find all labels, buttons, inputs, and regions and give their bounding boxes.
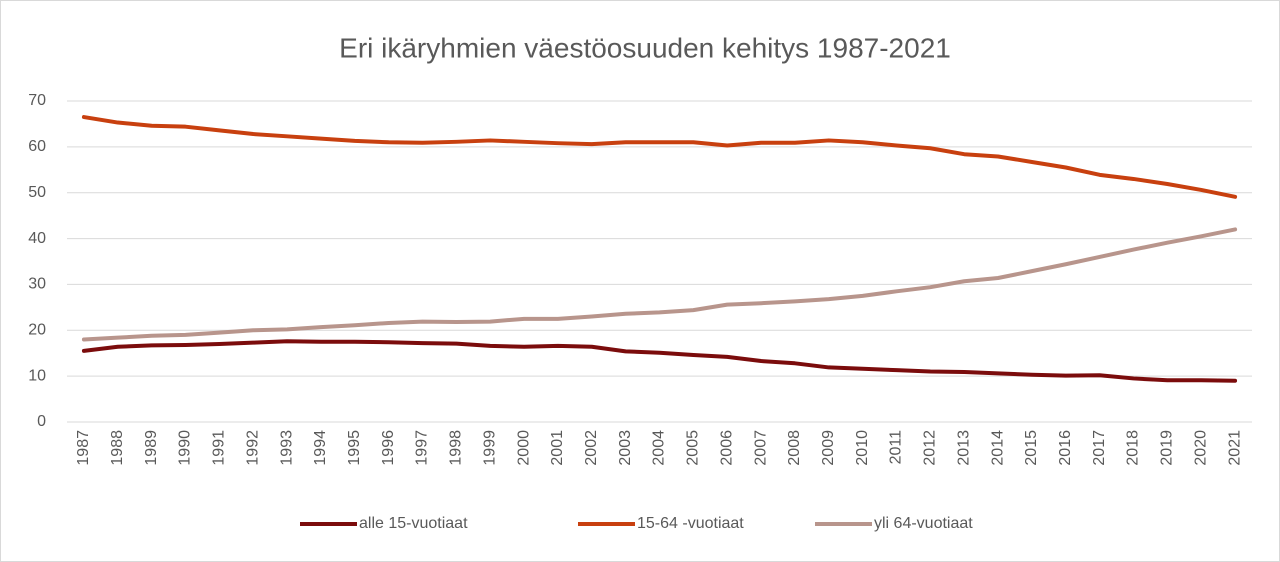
x-tick-label: 2006 — [718, 430, 735, 466]
x-tick-label: 2009 — [820, 430, 837, 466]
x-tick-label: 2011 — [888, 430, 905, 465]
x-tick-label: 1997 — [414, 430, 431, 466]
x-tick-label: 1992 — [244, 430, 261, 466]
x-tick-label: 1995 — [346, 430, 363, 466]
y-tick-label: 0 — [37, 413, 46, 430]
x-tick-label: 2013 — [955, 430, 972, 466]
x-tick-label: 2014 — [989, 430, 1006, 466]
line-series — [81, 339, 1238, 383]
y-tick-label: 70 — [28, 92, 46, 109]
x-tick-label: 2018 — [1125, 430, 1142, 466]
y-tick-label: 30 — [28, 276, 46, 293]
x-tick-label: 2016 — [1057, 430, 1074, 466]
x-tick-label: 2019 — [1159, 430, 1176, 466]
x-tick-label: 1993 — [278, 430, 295, 466]
x-tick-label: 2017 — [1091, 430, 1108, 466]
x-tick-label: 1989 — [143, 430, 160, 466]
x-tick-label: 2020 — [1192, 430, 1209, 466]
x-tick-label: 2021 — [1226, 430, 1243, 466]
x-tick-label: 2015 — [1023, 430, 1040, 466]
x-tick-label: 1991 — [211, 430, 228, 466]
x-tick-label: 1996 — [380, 430, 397, 466]
x-tick-label: 2004 — [651, 430, 668, 466]
x-tick-label: 2008 — [786, 430, 803, 466]
legend-label: 15-64 -vuotiaat — [637, 515, 744, 532]
x-tick-label: 2002 — [583, 430, 600, 466]
x-tick-label: 2010 — [854, 430, 871, 466]
x-tick-label: 1999 — [481, 430, 498, 466]
line-series — [81, 115, 1238, 199]
legend-label: yli 64-vuotiaat — [874, 515, 973, 532]
y-tick-label: 60 — [28, 138, 46, 155]
y-tick-label: 20 — [28, 322, 46, 339]
y-tick-label: 50 — [28, 184, 46, 201]
y-tick-label: 40 — [28, 230, 46, 247]
line-series — [81, 227, 1238, 342]
x-tick-label: 2000 — [515, 430, 532, 466]
x-tick-label: 2003 — [617, 430, 634, 466]
chart-title: Eri ikäryhmien väestöosuuden kehitys 198… — [339, 32, 951, 63]
x-tick-label: 1987 — [75, 430, 92, 466]
legend-label: alle 15-vuotiaat — [359, 515, 468, 532]
x-tick-label: 1990 — [177, 430, 194, 466]
x-tick-label: 2007 — [752, 430, 769, 466]
x-tick-label: 1998 — [448, 430, 465, 466]
x-tick-label: 2001 — [549, 430, 566, 466]
y-tick-label: 10 — [28, 367, 46, 384]
x-tick-label: 1994 — [312, 430, 329, 466]
x-tick-label: 1988 — [109, 430, 126, 466]
x-tick-label: 2005 — [685, 430, 702, 466]
x-tick-label: 2012 — [922, 430, 939, 466]
